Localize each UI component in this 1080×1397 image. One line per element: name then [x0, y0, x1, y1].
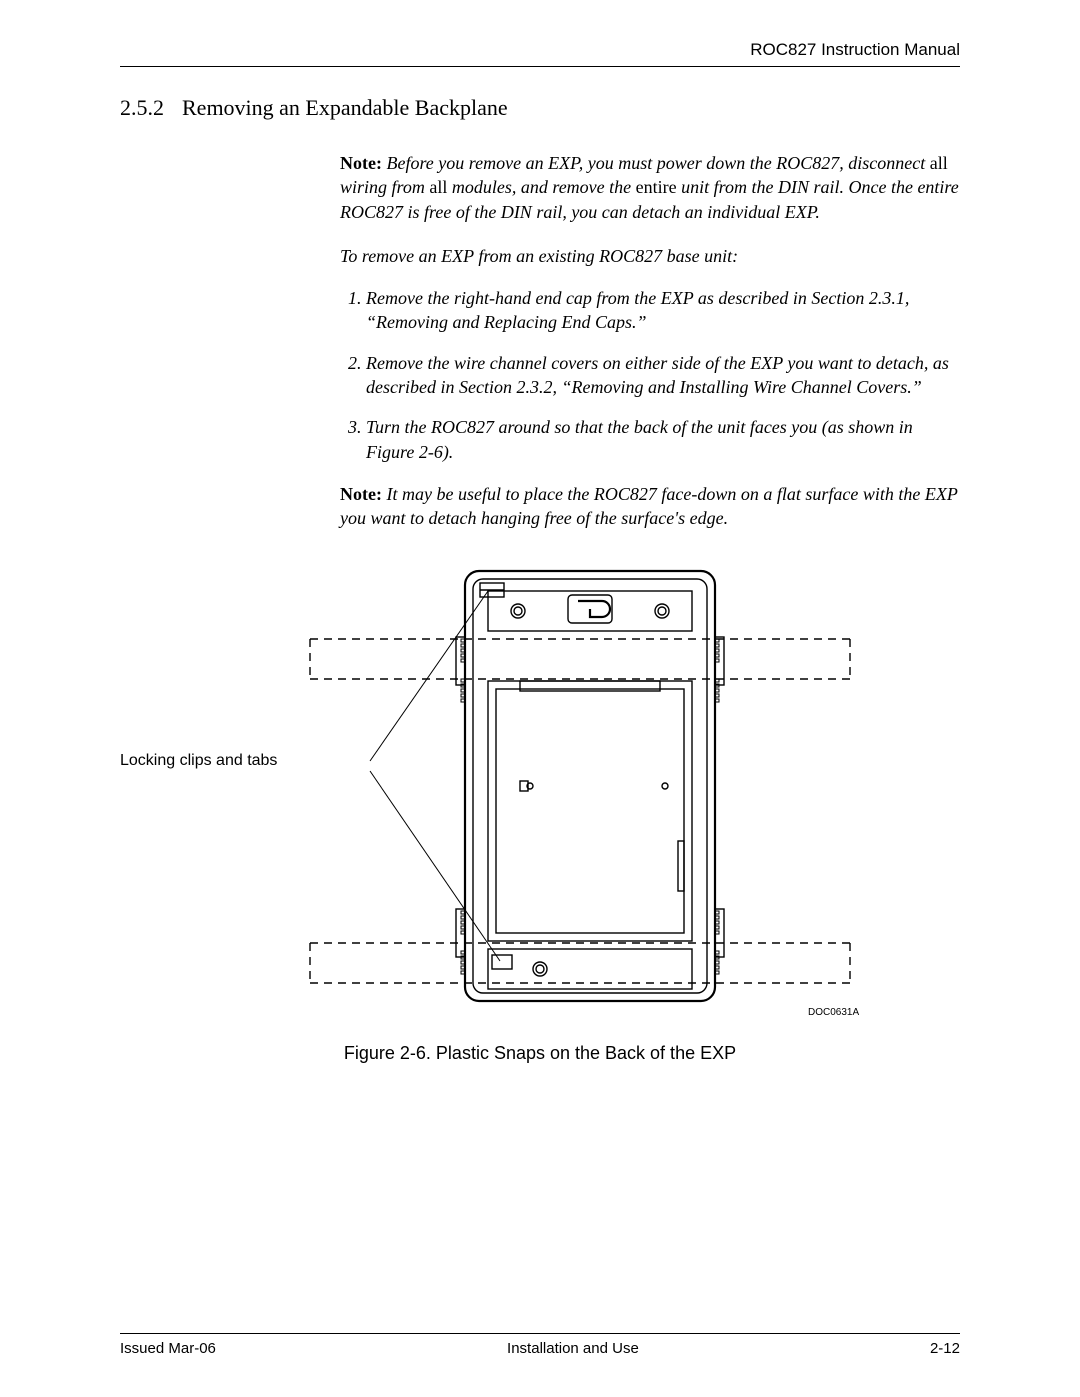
svg-text:DOC0631A: DOC0631A — [808, 1007, 859, 1018]
footer-left: Issued Mar-06 — [120, 1340, 216, 1357]
section-heading: 2.5.2 Removing an Expandable Backplane — [120, 95, 960, 121]
section-title: Removing an Expandable Backplane — [182, 95, 508, 120]
page-footer: Issued Mar-06 Installation and Use 2-12 — [120, 1333, 960, 1357]
note-1: Note: Before you remove an EXP, you must… — [340, 151, 960, 224]
backplane-diagram: DOC0631A — [220, 561, 860, 1031]
figure-callout-label: Locking clips and tabs — [120, 751, 280, 771]
section-number: 2.5.2 — [120, 95, 164, 121]
footer-center: Installation and Use — [507, 1340, 639, 1357]
figure-2-6: Locking clips and tabs DOC0631A Figure 2… — [120, 561, 960, 1064]
step-list: Remove the right-hand end cap from the E… — [340, 286, 960, 464]
lead-sentence: To remove an EXP from an existing ROC827… — [340, 244, 960, 268]
step-2: Remove the wire channel covers on either… — [366, 351, 960, 400]
step-1: Remove the right-hand end cap from the E… — [366, 286, 960, 335]
footer-right: 2-12 — [930, 1340, 960, 1357]
step-3: Turn the ROC827 around so that the back … — [366, 415, 960, 464]
figure-caption: Figure 2-6. Plastic Snaps on the Back of… — [120, 1043, 960, 1064]
header-title: ROC827 Instruction Manual — [120, 40, 960, 67]
note-2: Note: It may be useful to place the ROC8… — [340, 482, 960, 531]
